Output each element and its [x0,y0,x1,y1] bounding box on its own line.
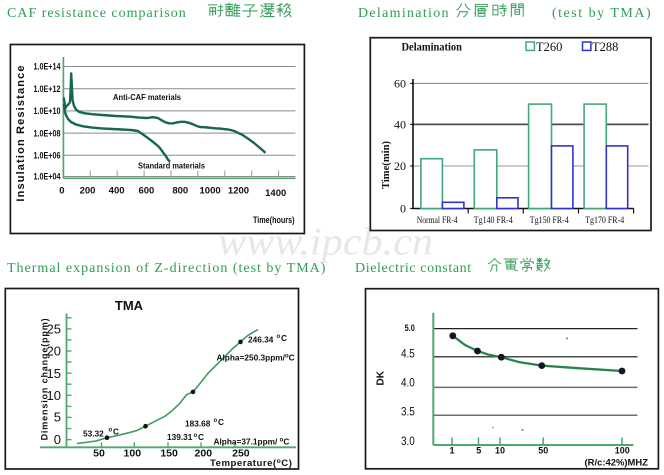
svg-text:Thermal expansion of Z-directi: Thermal expansion of Z-direction (test b… [7,261,326,276]
svg-text:40: 40 [394,117,406,131]
svg-text:DK: DK [375,371,387,386]
svg-text:1400: 1400 [265,188,286,199]
svg-text:0: 0 [54,432,61,447]
svg-text:400: 400 [109,186,125,197]
svg-text:5: 5 [54,410,61,425]
svg-text:150: 150 [160,448,178,460]
svg-text:Standard materials: Standard materials [138,160,205,170]
svg-text:o: o [109,427,113,433]
svg-text:o: o [214,418,218,424]
svg-text:800: 800 [172,186,188,197]
svg-text:Delamination: Delamination [358,6,450,21]
svg-text:Tg150 FR-4: Tg150 FR-4 [530,215,569,225]
svg-text:1.0E+06: 1.0E+06 [34,151,61,161]
svg-text:1: 1 [449,446,454,456]
svg-text:100: 100 [615,446,630,456]
svg-text:600: 600 [138,186,154,197]
svg-text:60: 60 [394,76,406,90]
svg-text:1.0E+14: 1.0E+14 [34,62,61,72]
svg-text:Delamination: Delamination [402,40,463,54]
svg-text:25: 25 [47,321,61,336]
svg-text:139.31: 139.31 [167,432,193,442]
svg-text:5: 5 [476,446,481,456]
svg-text:200: 200 [80,186,96,197]
svg-text:20: 20 [47,344,61,359]
svg-text:4.5: 4.5 [401,346,415,360]
svg-text:(R/c:42%)MHZ: (R/c:42%)MHZ [585,457,649,467]
svg-text:53.32: 53.32 [83,428,104,438]
svg-text:Insulation Resistance: Insulation Resistance [15,64,27,201]
svg-text:T260: T260 [536,40,562,54]
svg-text:Temperature(oC): Temperature(oC) [210,458,292,469]
svg-text:1200: 1200 [228,186,249,197]
svg-text:1000: 1000 [200,186,221,197]
svg-text:5.0: 5.0 [405,323,415,333]
svg-text:200: 200 [195,448,213,460]
svg-text:C: C [113,427,119,437]
svg-text:Time(min): Time(min) [381,140,392,189]
svg-text:50: 50 [93,448,105,460]
svg-text:10: 10 [495,446,505,456]
svg-text:C: C [198,432,204,442]
svg-text:10: 10 [47,388,61,403]
svg-text:Dimension change(ppm): Dimension change(ppm) [40,318,50,441]
svg-text:183.68: 183.68 [185,419,211,429]
svg-text:(test by TMA): (test by TMA) [552,6,652,21]
svg-text:T288: T288 [592,40,618,54]
svg-text:246.34: 246.34 [248,335,274,345]
svg-text:1.0E+08: 1.0E+08 [34,128,61,138]
svg-text:Normal FR-4: Normal FR-4 [417,215,458,225]
svg-text:0: 0 [400,202,406,216]
svg-text:Alpha=250.3ppm/oC: Alpha=250.3ppm/oC [217,353,295,363]
svg-text:Anti-CAF materials: Anti-CAF materials [113,92,181,102]
svg-text:TMA: TMA [115,298,144,313]
svg-text:Tg140 FR-4: Tg140 FR-4 [474,215,513,225]
svg-text:20: 20 [394,159,406,173]
svg-text:1.0E+12: 1.0E+12 [34,84,61,94]
svg-text:250: 250 [232,448,250,460]
svg-text:15: 15 [47,366,61,381]
svg-text:1.0E+10: 1.0E+10 [34,106,61,116]
svg-text:100: 100 [124,448,142,460]
svg-text:C: C [281,333,287,343]
svg-text:0: 0 [59,186,64,197]
svg-text:1.0E+04: 1.0E+04 [34,172,61,182]
svg-text:4.0: 4.0 [401,376,415,390]
svg-text:www.ipcb.cn: www.ipcb.cn [218,220,433,263]
svg-text:C: C [218,417,224,427]
svg-text:Time(hours): Time(hours) [253,215,295,225]
svg-text:Alpha=37.1ppm/ oC: Alpha=37.1ppm/ oC [214,436,290,446]
svg-text:Tg170 FR-4: Tg170 FR-4 [585,215,624,225]
svg-text:50: 50 [538,446,548,456]
svg-text:o: o [194,433,198,439]
svg-text:CAF resistance comparison: CAF resistance comparison [7,6,187,21]
svg-text:3.0: 3.0 [401,434,415,448]
svg-text:Dielectric constant: Dielectric constant [355,261,472,276]
svg-text:o: o [277,334,281,340]
svg-text:3.5: 3.5 [401,405,415,419]
